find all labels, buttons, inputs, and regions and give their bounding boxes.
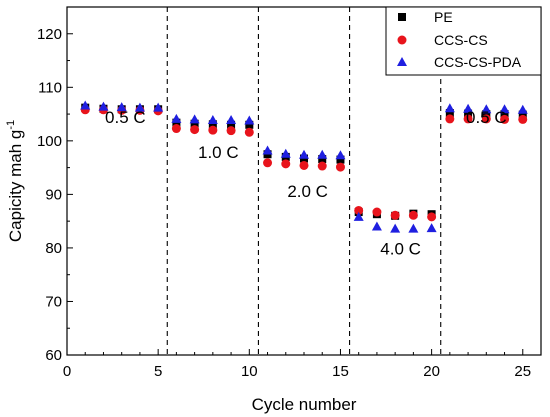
point-ccs-cs-19 bbox=[408, 210, 418, 220]
point-ccs-cs-6 bbox=[171, 124, 181, 134]
point-ccs-cs-21 bbox=[445, 114, 455, 124]
point-pe-9 bbox=[227, 120, 236, 129]
x-tick-label-10: 10 bbox=[241, 363, 258, 380]
legend-circle-marker bbox=[397, 35, 407, 45]
point-ccs-cs-pda-7 bbox=[189, 114, 200, 124]
data-points bbox=[80, 100, 528, 233]
y-tick-label-120: 120 bbox=[37, 26, 62, 43]
point-ccs-cs-17 bbox=[372, 207, 382, 217]
legend-box bbox=[385, 6, 542, 76]
point-ccs-cs-pda-14 bbox=[317, 149, 328, 159]
point-pe-15 bbox=[336, 155, 345, 164]
point-ccs-cs-pda-25 bbox=[517, 104, 528, 114]
x-tick-label-5: 5 bbox=[154, 363, 162, 380]
point-ccs-cs-25 bbox=[518, 114, 528, 124]
point-ccs-cs-20 bbox=[427, 212, 437, 222]
axis-ticks: 0 5 10 15 20 25 60 70 80 90 100 110 120 bbox=[37, 26, 531, 380]
point-ccs-cs-10 bbox=[244, 127, 254, 137]
point-ccs-cs-24 bbox=[500, 114, 510, 124]
point-ccs-cs-pda-10 bbox=[244, 115, 255, 125]
legend-triangle-marker bbox=[397, 57, 407, 66]
y-axis-title-superscript: -1 bbox=[5, 120, 17, 130]
point-ccs-cs-8 bbox=[208, 125, 218, 135]
point-ccs-cs-pda-12 bbox=[280, 148, 291, 158]
x-axis-title: Cycle number bbox=[252, 395, 357, 414]
point-pe-7 bbox=[190, 119, 199, 128]
x-tick-label-25: 25 bbox=[514, 363, 531, 380]
point-ccs-cs-pda-1 bbox=[80, 100, 91, 110]
point-ccs-cs-22 bbox=[463, 114, 473, 124]
rate-label-0: 0.5 C bbox=[105, 108, 146, 127]
point-ccs-cs-pda-15 bbox=[335, 150, 346, 160]
point-ccs-cs-pda-23 bbox=[481, 104, 492, 114]
rate-label-2: 2.0 C bbox=[287, 182, 328, 201]
rate-dividers bbox=[166, 7, 442, 355]
legend-entry-ccs-cs: CCS-CS bbox=[397, 32, 488, 48]
rate-label-4: 0.5 C bbox=[466, 108, 507, 127]
point-pe-24 bbox=[500, 110, 509, 119]
x-tick-label-0: 0 bbox=[63, 363, 71, 380]
y-tick-label-100: 100 bbox=[37, 133, 62, 150]
point-ccs-cs-pda-17 bbox=[371, 221, 382, 231]
point-ccs-cs-11 bbox=[263, 158, 273, 168]
rate-label-3: 4.0 C bbox=[380, 239, 421, 258]
point-ccs-cs-pda-6 bbox=[171, 113, 182, 123]
point-ccs-cs-pda-18 bbox=[390, 223, 401, 233]
y-tick-label-90: 90 bbox=[45, 186, 62, 203]
point-ccs-cs-pda-4 bbox=[134, 102, 145, 112]
point-pe-8 bbox=[208, 120, 217, 129]
point-pe-25 bbox=[518, 110, 527, 119]
legend-square-marker bbox=[398, 13, 406, 21]
y-axis-title-main: Capicity mah g bbox=[6, 130, 25, 242]
point-ccs-cs-pda-13 bbox=[299, 149, 309, 159]
point-ccs-cs-pda-20 bbox=[426, 223, 437, 233]
y-tick-label-80: 80 bbox=[45, 240, 62, 257]
point-ccs-cs-12 bbox=[281, 159, 291, 169]
point-ccs-cs-pda-5 bbox=[153, 102, 164, 112]
legend-entry-ccs-cs-pda: CCS-CS-PDA bbox=[397, 54, 522, 70]
legend-entry-pe: PE bbox=[398, 9, 453, 25]
point-ccs-cs-pda-24 bbox=[499, 104, 510, 114]
y-tick-label-70: 70 bbox=[45, 293, 62, 310]
point-pe-23 bbox=[482, 110, 491, 119]
legend-label-ccs-cs: CCS-CS bbox=[434, 32, 488, 48]
point-ccs-cs-7 bbox=[190, 125, 200, 135]
y-tick-label-110: 110 bbox=[38, 79, 62, 96]
x-tick-label-15: 15 bbox=[332, 363, 349, 380]
point-ccs-cs-pda-22 bbox=[463, 103, 474, 113]
point-ccs-cs-pda-3 bbox=[116, 102, 127, 112]
point-ccs-cs-9 bbox=[226, 126, 236, 136]
point-ccs-cs-pda-2 bbox=[98, 101, 109, 111]
point-ccs-cs-pda-19 bbox=[408, 223, 419, 233]
point-pe-21 bbox=[445, 109, 454, 118]
point-ccs-cs-pda-16 bbox=[353, 211, 364, 221]
point-ccs-cs-18 bbox=[390, 210, 400, 220]
point-ccs-cs-16 bbox=[354, 205, 364, 215]
point-ccs-cs-pda-8 bbox=[207, 114, 218, 124]
point-ccs-cs-13 bbox=[299, 160, 309, 170]
point-ccs-cs-15 bbox=[335, 162, 345, 172]
rate-label-1: 1.0 C bbox=[198, 143, 239, 162]
point-pe-10 bbox=[245, 120, 254, 129]
series-ccs-cs-pda bbox=[80, 100, 528, 233]
point-pe-14 bbox=[318, 155, 327, 164]
y-axis-title: Capicity mah g-1 bbox=[5, 120, 25, 242]
legend: PE CCS-CS CCS-CS-PDA bbox=[385, 6, 542, 76]
point-pe-22 bbox=[464, 109, 473, 118]
point-ccs-cs-14 bbox=[317, 161, 327, 171]
rate-annotations: 0.5 C 1.0 C 2.0 C 4.0 C 0.5 C bbox=[105, 108, 507, 258]
legend-label-pe: PE bbox=[434, 9, 453, 25]
point-ccs-cs-pda-9 bbox=[226, 114, 237, 124]
point-ccs-cs-pda-21 bbox=[444, 103, 455, 113]
legend-label-ccs-cs-pda: CCS-CS-PDA bbox=[434, 54, 522, 70]
point-ccs-cs-23 bbox=[481, 114, 491, 124]
x-tick-label-20: 20 bbox=[423, 363, 440, 380]
point-ccs-cs-pda-11 bbox=[262, 145, 273, 155]
y-tick-label-60: 60 bbox=[45, 347, 62, 364]
